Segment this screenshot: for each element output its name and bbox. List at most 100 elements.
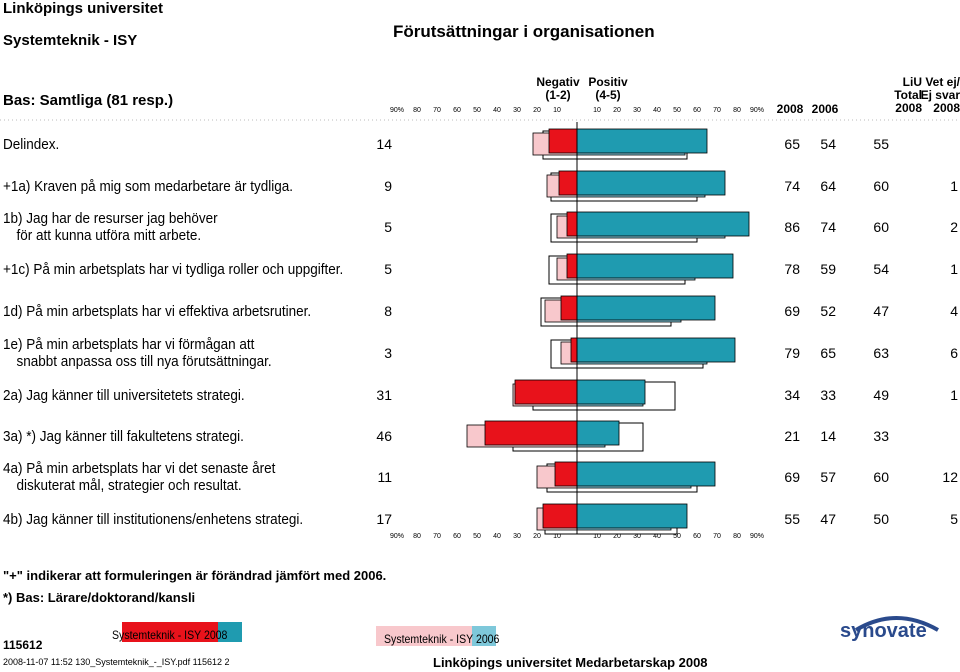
bar-pos-2008: [576, 420, 620, 446]
row-label: 1b) Jag har de resurser jag behöver för a…: [3, 210, 218, 244]
axis-tick-bottom: 60: [693, 533, 701, 540]
bar-neg-2008: [542, 503, 578, 529]
axis-tick-bottom: 30: [633, 533, 641, 540]
bar-pos-2008: [576, 211, 750, 237]
footer-title: Linköpings universitet Medarbetarskap 20…: [433, 655, 708, 670]
axis-tick-bottom: 60: [453, 533, 461, 540]
row-label: +1c) På min arbetsplats har vi tydliga r…: [3, 261, 343, 278]
axis-tick-bottom: 40: [493, 533, 501, 540]
axis-tick-bottom: 10: [593, 533, 601, 540]
row-label-line: 4a) På min arbetsplats har vi det senast…: [3, 460, 276, 477]
row-label-line: +1a) Kraven på mig som medarbetare är ty…: [3, 177, 294, 195]
row-2006-value: 57: [820, 469, 836, 485]
university-title: Linköpings universitet: [3, 0, 164, 17]
axis-tick-bottom: 30: [513, 533, 521, 540]
row-label: 3a) *) Jag känner till fakultetens strat…: [3, 428, 244, 445]
row-label-line: Delindex.: [3, 135, 60, 153]
axis-tick-bottom: 50: [673, 533, 681, 540]
bar-neg-2008: [484, 420, 578, 446]
axis-tick-bottom: 20: [533, 533, 541, 540]
row-2008-value: 79: [784, 345, 800, 361]
axis-tick-bottom: 70: [433, 533, 441, 540]
row-2008-value: 74: [784, 178, 800, 194]
bar-pos-2008: [576, 503, 688, 529]
row-label: 4b) Jag känner till institutionens/enhet…: [3, 511, 303, 528]
row-2008-value: 55: [784, 511, 800, 527]
row-label: 1d) På min arbetsplats har vi effektiva …: [3, 303, 311, 320]
axis-tick-bottom: 20: [613, 533, 621, 540]
row-label-line: 1d) På min arbetsplats har vi effektiva …: [3, 302, 312, 320]
legend-2006-label: Systemteknik - ISY 2006: [384, 632, 500, 646]
axis-tick-bottom: 80: [413, 533, 421, 540]
row-2006-value: 64: [820, 178, 836, 194]
row-label: +1a) Kraven på mig som medarbetare är ty…: [3, 178, 293, 195]
axis-tick-top: 60: [453, 107, 461, 114]
bar-neg-2008: [554, 461, 578, 487]
axis-tick-top: 40: [653, 107, 661, 114]
row-label-line: snabbt anpassa oss till nya förutsättnin…: [16, 353, 272, 370]
row-label: 1e) På min arbetsplats har vi förmågan a…: [3, 336, 272, 370]
footer-meta: 2008-11-07 11:52 130_Systemteknik_-_ISY.…: [3, 657, 230, 667]
bar-neg-2008: [548, 128, 578, 154]
bar-neg-2008: [514, 379, 578, 405]
row-2006-value: 74: [820, 219, 836, 235]
synovate-logo: synovate: [840, 616, 939, 643]
row-2008-value: 69: [784, 469, 800, 485]
row-ej-value: 4: [950, 303, 958, 319]
axis-tick-top: 20: [613, 107, 621, 114]
row-2006-value: 33: [820, 387, 836, 403]
bar-pos-2008: [576, 128, 708, 154]
department-title: Systemteknik - ISY: [3, 32, 138, 49]
row-ej-value: 1: [950, 178, 958, 194]
bar-pos-2008: [576, 170, 726, 196]
row-2008-value: 34: [784, 387, 800, 403]
axis-tick-top: 90%: [390, 107, 404, 114]
row-negative-value: 17: [376, 511, 392, 527]
row-label: 2a) Jag känner till universitetets strat…: [3, 387, 245, 404]
axis-tick-top: 50: [673, 107, 681, 114]
footnote-star: *) Bas: Lärare/doktorand/kansli: [3, 590, 196, 605]
row-liu-value: 49: [873, 387, 889, 403]
base-label: Bas: Samtliga (81 resp.): [3, 92, 174, 109]
row-label-line: +1c) På min arbetsplats har vi tydliga r…: [3, 260, 344, 278]
row-negative-value: 5: [384, 219, 392, 235]
row-2008-value: 21: [784, 428, 800, 444]
axis-tick-top: 40: [493, 107, 501, 114]
row-label-line: 1b) Jag har de resurser jag behöver: [3, 210, 218, 227]
row-negative-value: 46: [376, 428, 392, 444]
row-2006-value: 47: [820, 511, 836, 527]
axis-tick-bottom: 90%: [390, 533, 404, 540]
row-ej-value: 1: [950, 387, 958, 403]
axis-tick-top: 80: [413, 107, 421, 114]
bar-pos-2008: [576, 337, 736, 363]
row-label-line: 2a) Jag känner till universitetets strat…: [3, 386, 245, 404]
footer-code: 115612: [3, 638, 43, 652]
bar-neg-2008: [570, 337, 578, 363]
row-liu-value: 63: [873, 345, 889, 361]
row-liu-value: 60: [873, 178, 889, 194]
axis-tick-bottom: 90%: [750, 533, 764, 540]
axis-tick-top: 50: [473, 107, 481, 114]
row-liu-value: 47: [873, 303, 889, 319]
liu-header: LiU Total 2008: [894, 75, 922, 115]
ej-header: Vet ej/Ej svar 2008: [920, 75, 960, 115]
axis-tick-top: 30: [513, 107, 521, 114]
axis-tick-bottom: 40: [653, 533, 661, 540]
row-label-line: 1e) På min arbetsplats har vi förmågan a…: [3, 336, 255, 353]
bar-neg-2008: [566, 211, 578, 237]
row-liu-value: 60: [873, 219, 889, 235]
logo-arc-icon: [854, 616, 939, 632]
bar-pos-2008: [576, 461, 716, 487]
axis-tick-top: 80: [733, 107, 741, 114]
row-2008-value: 86: [784, 219, 800, 235]
axis-tick-bottom: 80: [733, 533, 741, 540]
row-2006-value: 59: [820, 261, 836, 277]
row-2006-value: 54: [820, 136, 836, 152]
row-liu-value: 54: [873, 261, 889, 277]
row-2008-value: 78: [784, 261, 800, 277]
row-2006-value: 14: [820, 428, 836, 444]
row-ej-value: 2: [950, 219, 958, 235]
row-negative-value: 3: [384, 345, 392, 361]
axis-tick-bottom: 70: [713, 533, 721, 540]
row-liu-value: 55: [873, 136, 889, 152]
